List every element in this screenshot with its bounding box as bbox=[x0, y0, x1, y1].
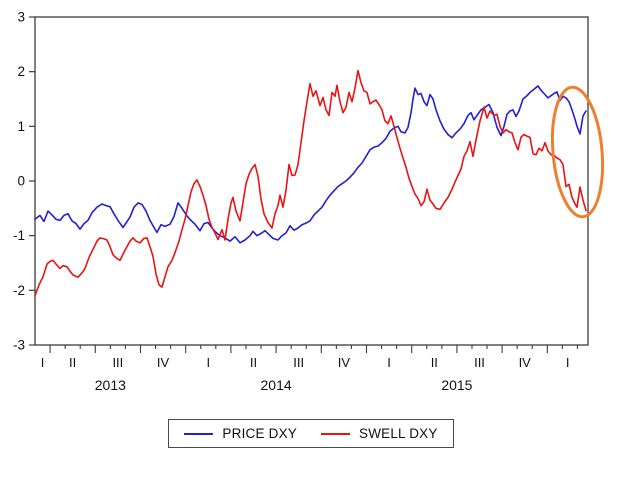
x-axis-year-label: 2015 bbox=[441, 377, 472, 393]
highlight-ellipse bbox=[550, 85, 605, 219]
plot-border bbox=[34, 16, 589, 346]
legend-label-price-dxy: PRICE DXY bbox=[222, 426, 297, 441]
x-axis-quarter-label: III bbox=[293, 355, 304, 370]
y-axis-tick-label: 2 bbox=[17, 64, 25, 79]
x-axis-year-label: 2014 bbox=[261, 377, 292, 393]
chart-legend: PRICE DXY SWELL DXY bbox=[168, 419, 454, 448]
x-axis-quarter-label: I bbox=[41, 355, 45, 370]
x-axis-quarter-label: IV bbox=[338, 355, 351, 370]
x-axis-quarter-label: II bbox=[431, 355, 438, 370]
x-axis-quarter-label: I bbox=[566, 355, 570, 370]
price-dxy-line-sample bbox=[184, 432, 214, 435]
x-axis-year-label: 2013 bbox=[95, 377, 126, 393]
x-axis-quarter-label: IV bbox=[519, 355, 532, 370]
swell-dxy-line bbox=[34, 69, 587, 297]
y-axis-tick-label: -3 bbox=[13, 338, 25, 353]
legend-entry-swell-dxy: SWELL DXY bbox=[321, 426, 438, 441]
swell-dxy-line-sample bbox=[321, 432, 350, 435]
legend-label-swell-dxy: SWELL DXY bbox=[359, 426, 438, 441]
x-axis-quarter-label: II bbox=[69, 355, 76, 370]
y-axis-tick-label: 0 bbox=[17, 174, 25, 189]
x-axis-quarter-label: I bbox=[387, 355, 391, 370]
y-axis-tick-label: -2 bbox=[13, 283, 25, 298]
y-axis-tick-label: 1 bbox=[17, 119, 25, 134]
x-axis-quarter-label: II bbox=[250, 355, 257, 370]
x-axis-quarter-label: III bbox=[112, 355, 123, 370]
x-axis-quarter-label: III bbox=[474, 355, 485, 370]
x-axis-quarter-label: IV bbox=[157, 355, 170, 370]
y-axis-tick-label: -1 bbox=[13, 228, 25, 243]
legend-entry-price-dxy: PRICE DXY bbox=[184, 426, 297, 441]
price-dxy-line bbox=[34, 85, 587, 244]
x-axis-quarter-label: I bbox=[206, 355, 210, 370]
y-axis-tick-label: 3 bbox=[17, 10, 25, 25]
